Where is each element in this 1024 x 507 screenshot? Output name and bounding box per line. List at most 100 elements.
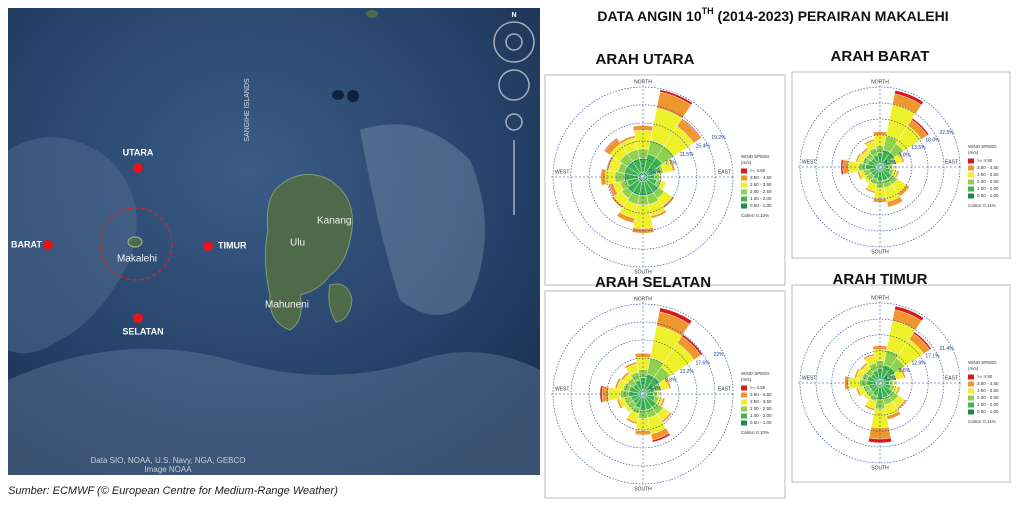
legend-label: 1.00 - 2.00 <box>977 186 999 191</box>
ring-label: 8.8% <box>665 377 677 383</box>
ring-label: 3.8% <box>649 169 661 175</box>
rose-title: ARAH SELATAN <box>595 274 711 291</box>
legend-swatch <box>968 388 974 394</box>
legend-label: 3.50 - 4.50 <box>977 381 999 386</box>
seafloor <box>360 124 485 316</box>
rose-title: ARAH BARAT <box>831 48 930 65</box>
legend-title: WIND SPEED <box>968 144 997 149</box>
rose-segment <box>681 334 703 356</box>
look-control[interactable] <box>498 69 530 101</box>
legend-swatch <box>968 186 974 192</box>
legend-label: 1.00 - 2.00 <box>750 413 772 418</box>
legend-swatch <box>741 406 747 412</box>
island <box>328 283 353 323</box>
rose-segment <box>659 89 693 106</box>
legend-label: 2.50 - 3.50 <box>750 399 772 404</box>
seafloor <box>8 137 137 354</box>
direction-label: EAST <box>718 386 731 392</box>
legend-swatch <box>968 395 974 401</box>
wind-rose: ARAH BARAT 4.5%9.0%13.5% 18.0%22.5% NORTH EA… <box>791 48 1011 259</box>
rose-segment <box>864 187 876 194</box>
station-label: TIMUR <box>218 240 247 250</box>
legend-title: WIND SPEED <box>741 154 770 159</box>
ring-label: 4.5% <box>884 160 896 166</box>
ring-label: 9.0% <box>899 152 911 158</box>
station-label: BARAT <box>11 239 42 249</box>
legend-label: 2.00 - 2.50 <box>977 395 999 400</box>
legend-swatch <box>741 203 747 209</box>
direction-label: WEST <box>555 169 569 175</box>
legend-swatch <box>741 399 747 405</box>
legend-label: 1.00 - 2.00 <box>750 196 772 201</box>
rose-segment <box>899 368 906 379</box>
rose-segment <box>681 118 702 139</box>
rose-segment <box>659 307 693 325</box>
legend-swatch <box>968 381 974 387</box>
title-superscript: TH <box>702 6 714 16</box>
map-controls <box>493 21 535 215</box>
rose-segment <box>863 353 875 360</box>
station-label: SELATAN <box>122 326 163 336</box>
compass-ring[interactable] <box>493 21 535 63</box>
legend-label: >= 4.50 <box>977 374 993 379</box>
rose-segment <box>599 385 604 403</box>
legend-label: 2.50 - 3.50 <box>750 182 772 187</box>
direction-label: NORTH <box>871 79 889 85</box>
legend-label: 2.00 - 2.50 <box>750 189 772 194</box>
station-dot <box>133 313 143 323</box>
rose-title: ARAH TIMUR <box>833 271 928 288</box>
legend-label: 3.50 - 4.50 <box>750 175 772 180</box>
map: UTARA BARAT TIMUR SELATAN Makalehi Kanan… <box>8 8 540 475</box>
rose-segment <box>603 137 618 152</box>
direction-label: WEST <box>555 386 569 392</box>
rose-segment <box>894 305 924 322</box>
rose-segment <box>911 117 930 136</box>
ring-label: 7.7% <box>665 160 677 166</box>
rose-segment <box>619 135 636 145</box>
rose-segment <box>898 152 905 163</box>
caption: Sumber: ECMWF (© European Centre for Med… <box>8 485 338 497</box>
ring-label: 8.6% <box>899 368 911 374</box>
legend-swatch <box>968 179 974 185</box>
rose-segment <box>912 331 932 351</box>
legend-swatch <box>741 175 747 181</box>
legend-label: >= 4.50 <box>750 385 766 390</box>
place-label: Ulu <box>290 238 305 249</box>
attribution: Image NOAA <box>144 465 192 474</box>
ring-label: 22.5% <box>940 130 955 136</box>
station-dot <box>203 241 213 251</box>
legend-label: 2.50 - 3.50 <box>977 172 999 177</box>
title-text: (2014-2023) PERAIRAN MAKALEHI <box>714 8 949 24</box>
legend-title: WIND SPEED <box>968 360 997 365</box>
legend-label: 0.50 - 1.00 <box>750 203 772 208</box>
rose-segment <box>668 158 676 172</box>
legend-swatch <box>968 402 974 408</box>
ring-label: 11.5% <box>680 152 694 158</box>
ring-label: 21.4% <box>940 346 955 352</box>
legend-swatch <box>968 409 974 415</box>
place-label: Makalehi <box>117 254 157 265</box>
rose-segment <box>625 417 638 425</box>
legend-swatch <box>741 168 747 174</box>
ring-label: 13.5% <box>911 145 926 151</box>
legend-label: 2.00 - 2.50 <box>977 179 999 184</box>
legend-swatch <box>968 374 974 380</box>
direction-label: SOUTH <box>871 465 889 471</box>
legend-swatch <box>741 189 747 195</box>
ring-label: 17.1% <box>925 353 940 359</box>
legend-title: (m/s) <box>741 377 752 382</box>
move-control[interactable] <box>505 113 523 131</box>
direction-label: EAST <box>945 375 958 381</box>
legend-swatch <box>741 392 747 398</box>
compass-center[interactable] <box>505 33 523 51</box>
ring-label: 18.0% <box>925 137 940 143</box>
calms-label: Calms: 0.11% <box>968 203 996 208</box>
rose-title: ARAH UTARA <box>596 51 695 68</box>
direction-label: SOUTH <box>634 486 652 492</box>
legend-swatch <box>741 385 747 391</box>
rose-segment <box>868 437 892 444</box>
station-dot <box>43 240 53 250</box>
wind-rose: ARAH UTARA 3.8% 7.7%11.5%15.4%19.2% NORTH EA… <box>544 51 786 286</box>
wind-rose: ARAH TIMUR 4.3%8.6%12.9% 17.1%21.4% NORTH EA… <box>791 271 1011 483</box>
